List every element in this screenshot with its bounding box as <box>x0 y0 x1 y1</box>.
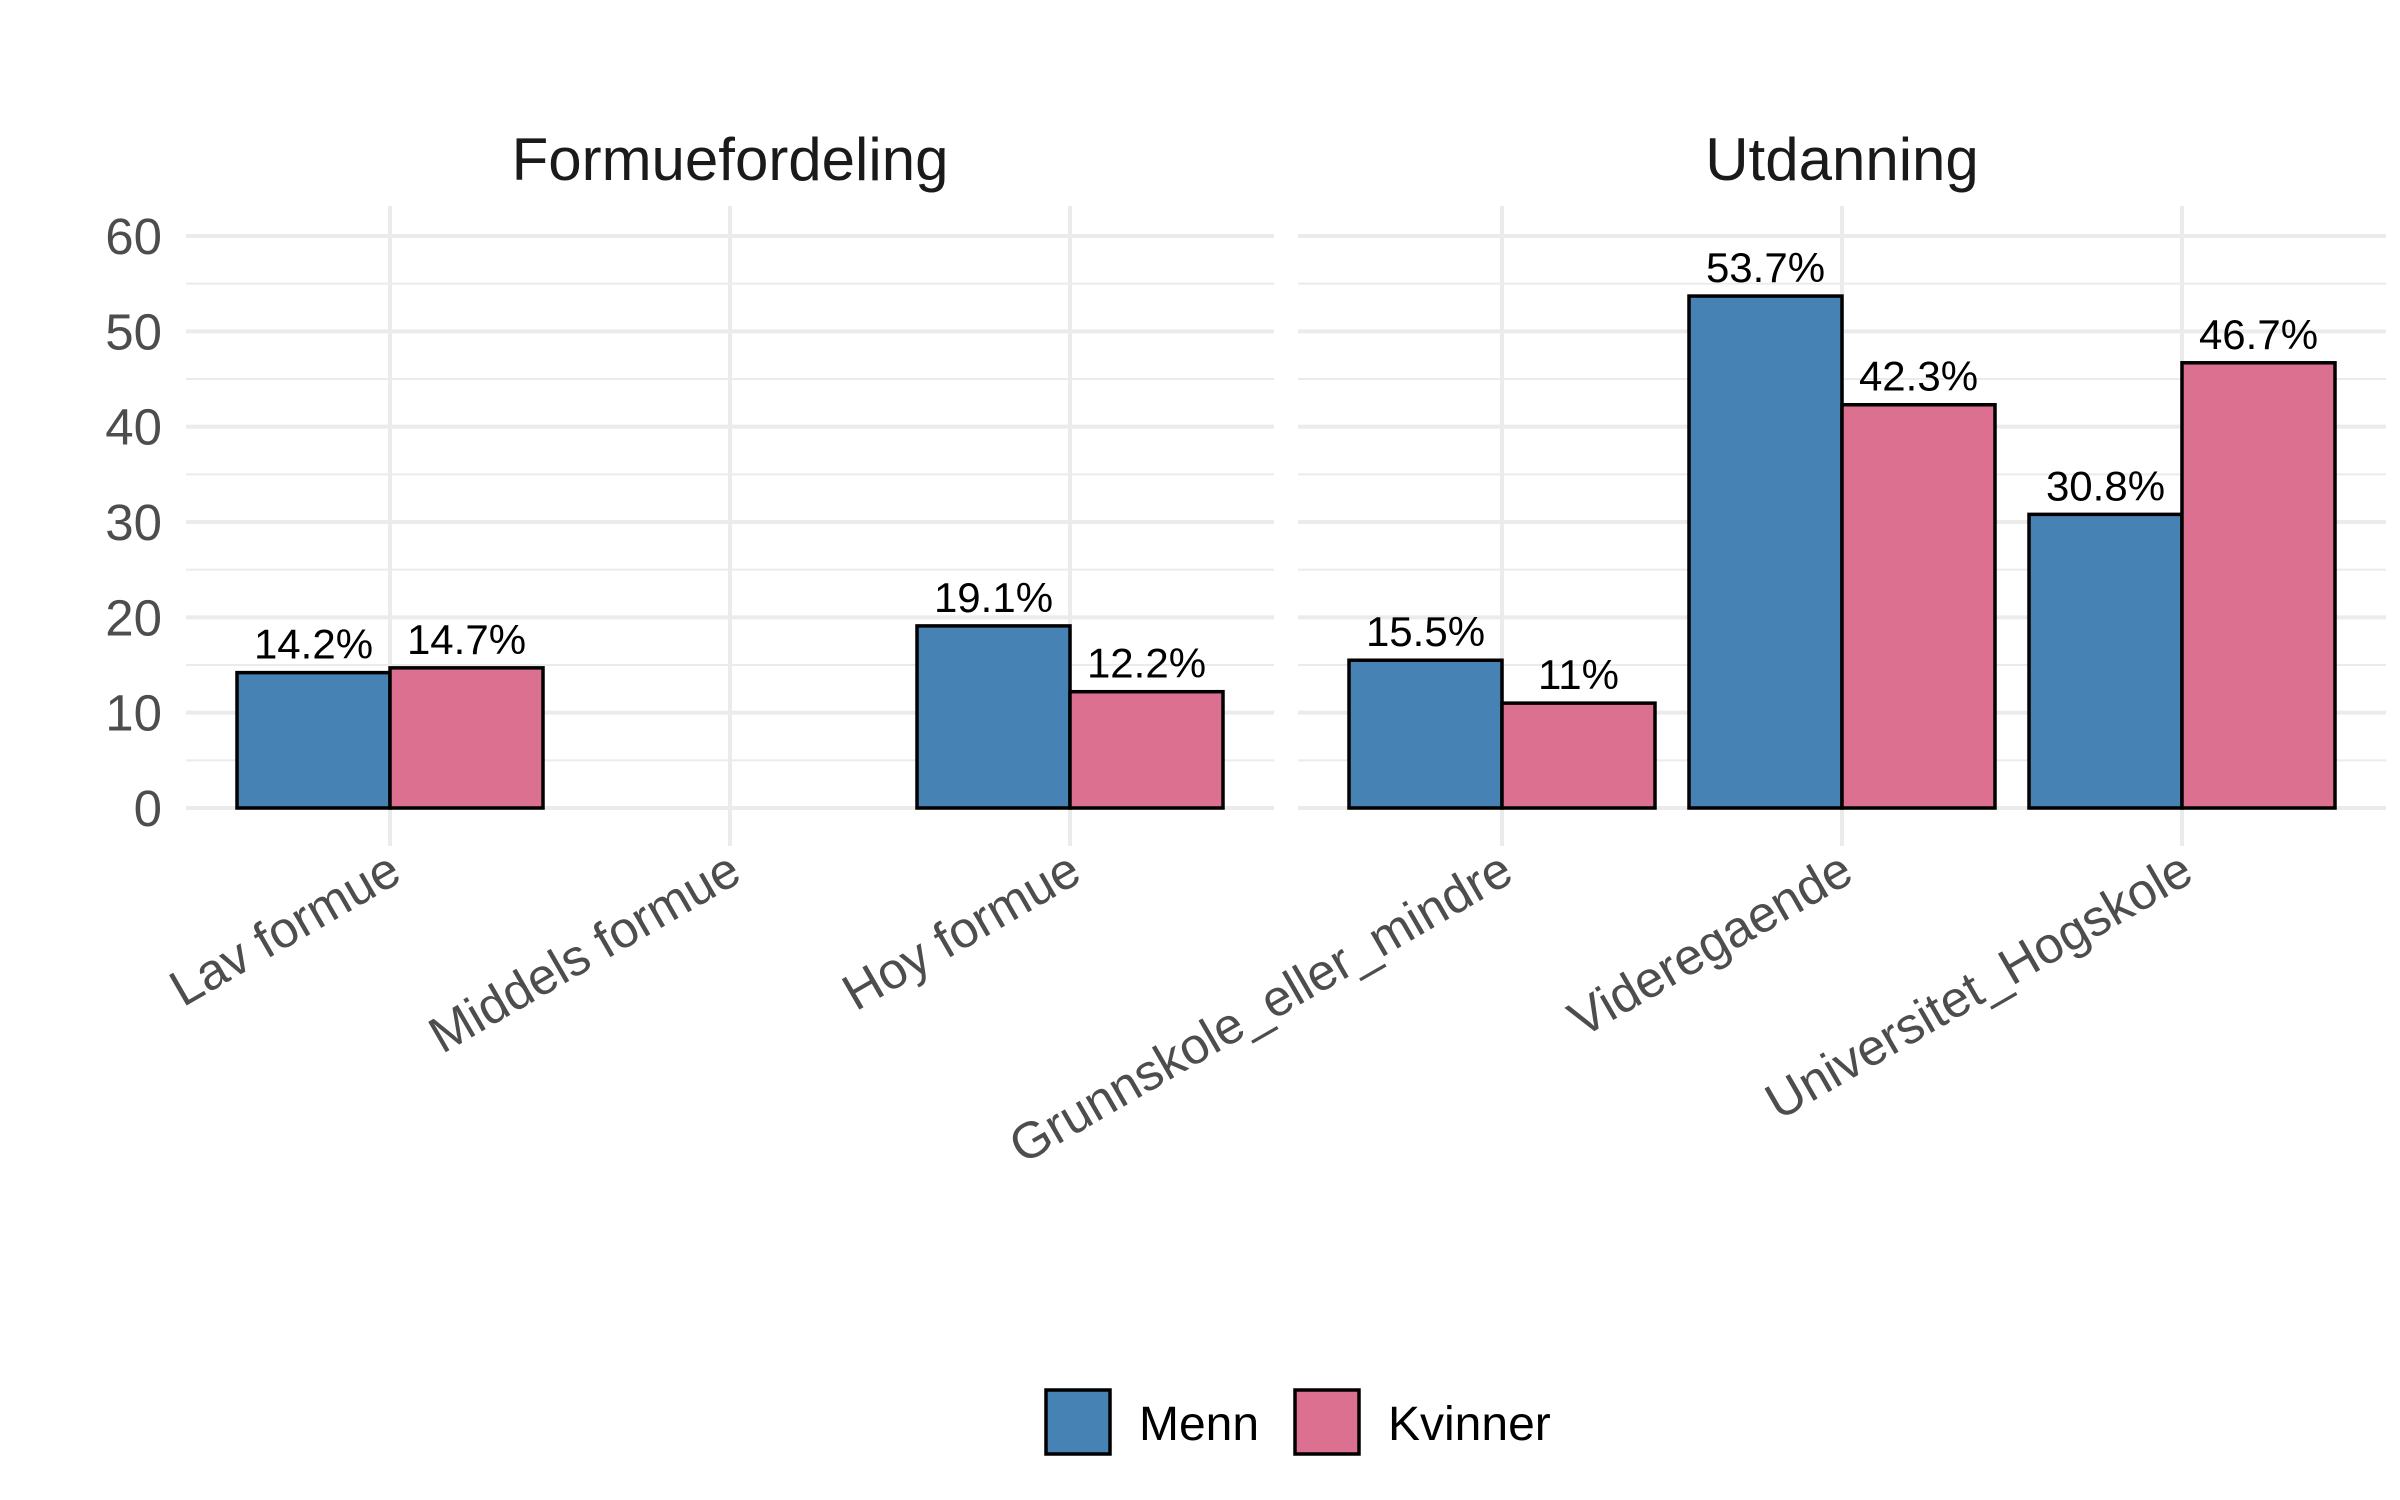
bar <box>2027 512 2184 810</box>
y-tick-label: 20 <box>105 589 162 646</box>
y-tick-label: 40 <box>105 399 162 456</box>
data-label: 15.5% <box>1366 608 1485 655</box>
y-tick-label: 50 <box>105 303 162 360</box>
y-tick-label: 10 <box>105 685 162 742</box>
bar <box>1840 402 1997 810</box>
bar-layer <box>235 294 2337 810</box>
bar <box>2180 361 2337 810</box>
x-tick-label: Videregaende <box>1559 840 1862 1048</box>
x-tick-label: Lav formue <box>160 840 409 1017</box>
legend-swatch <box>1044 1388 1112 1456</box>
y-tick-label: 30 <box>105 494 162 551</box>
legend: Menn Kvinner <box>1044 1388 1551 1456</box>
legend-label: Kvinner <box>1388 1398 1551 1451</box>
data-label: 14.2% <box>254 621 373 668</box>
bar <box>1687 294 1844 810</box>
bar <box>1068 689 1225 810</box>
data-label: 11% <box>1538 651 1619 698</box>
y-tick-label: 60 <box>105 208 162 265</box>
bar <box>1500 701 1657 810</box>
bar <box>1347 658 1504 810</box>
data-label: 19.1% <box>934 574 1053 621</box>
data-label: 14.7% <box>407 616 526 663</box>
x-tick-label: Middels formue <box>419 840 749 1064</box>
bar <box>235 670 392 810</box>
y-tick-label: 0 <box>134 780 162 837</box>
data-label: 30.8% <box>2046 462 2165 509</box>
legend-swatch <box>1293 1388 1361 1456</box>
data-label: 42.3% <box>1859 353 1978 400</box>
data-label: 46.7% <box>2199 311 2318 358</box>
panel-title: Utdanning <box>1705 126 1979 193</box>
x-tick-label: Hoy formue <box>833 840 1090 1021</box>
bar <box>915 624 1072 810</box>
panel-title: Formuefordeling <box>512 126 949 193</box>
data-label: 53.7% <box>1706 244 1825 291</box>
data-label: 12.2% <box>1087 640 1206 687</box>
legend-label: Menn <box>1139 1398 1259 1451</box>
bar <box>388 666 545 810</box>
